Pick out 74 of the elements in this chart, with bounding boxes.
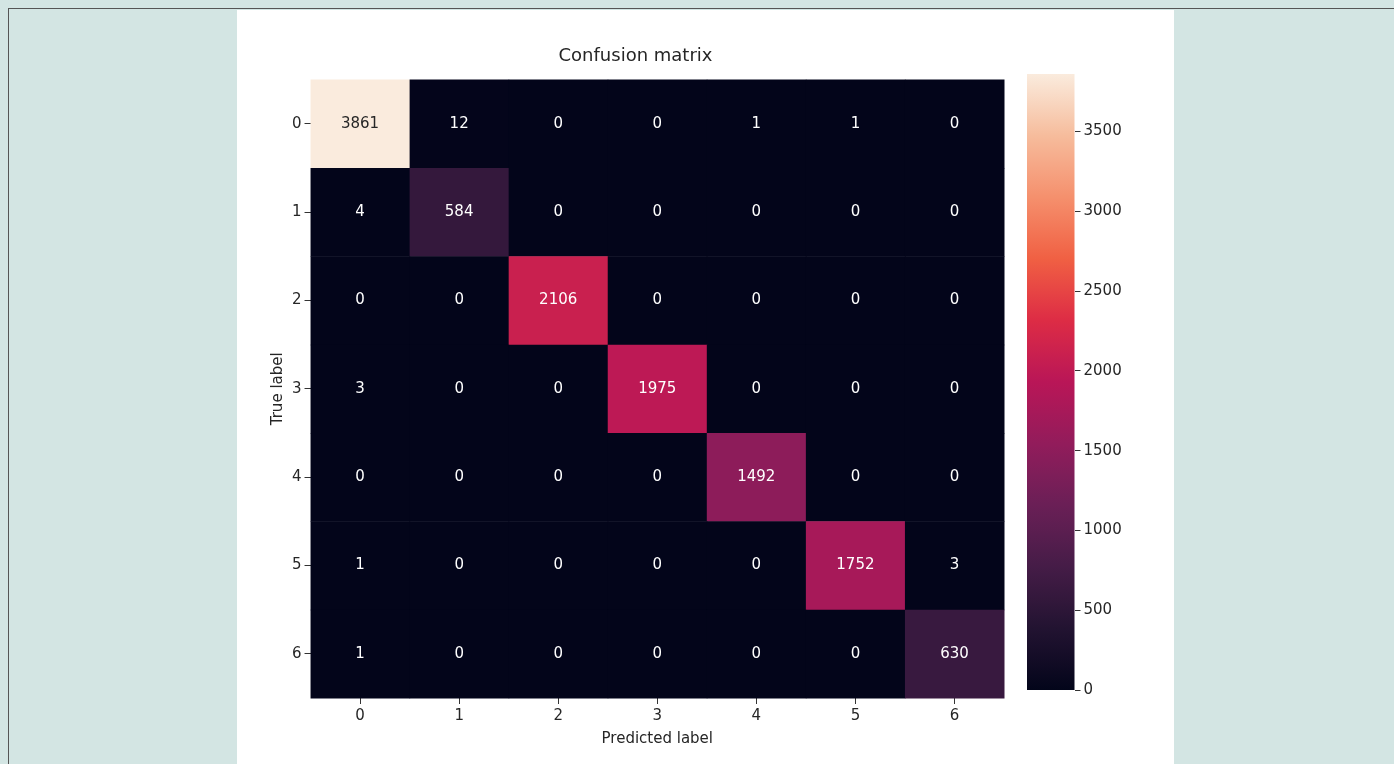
data-label: 0	[850, 290, 861, 309]
y-tick-label: 3	[292, 378, 302, 397]
color-bar-label: 1000	[1083, 520, 1122, 539]
y-tick-label: 1	[292, 202, 302, 220]
data-label: 0	[553, 643, 563, 662]
data-label: 0	[751, 202, 762, 220]
data-label: 0	[355, 467, 365, 486]
data-label: 0	[751, 643, 762, 662]
data-label: 3	[949, 555, 960, 574]
x-tick-label: 4	[751, 705, 762, 724]
x-tick-label: 0	[355, 705, 365, 724]
x-tick-label: 6	[949, 705, 960, 724]
data-label: 0	[553, 202, 563, 220]
data-label: 630	[940, 643, 969, 662]
data-label: 0	[949, 202, 960, 220]
data-label: 0	[850, 467, 861, 486]
data-label: 0	[751, 290, 762, 309]
data-label: 0	[454, 378, 464, 397]
data-label: 1975	[638, 378, 677, 397]
data-label: 1752	[836, 555, 875, 574]
data-label: 0	[751, 378, 762, 397]
data-label: 1492	[737, 467, 776, 486]
color-bar-label: 1500	[1083, 440, 1122, 459]
data-label: 0	[454, 290, 464, 309]
y-axis-title: True label	[267, 352, 286, 427]
data-label: 584	[444, 202, 474, 220]
x-tick-label: 3	[652, 705, 663, 724]
data-label: 0	[454, 467, 464, 486]
x-tick-label: 5	[850, 705, 861, 724]
data-label: 0	[553, 555, 563, 574]
data-label: 0	[652, 113, 663, 132]
data-label: 0	[553, 378, 563, 397]
x-axis-title: Predicted label	[601, 728, 714, 747]
data-label: 0	[652, 643, 663, 662]
y-tick-label: 0	[292, 113, 302, 132]
data-label: 0	[355, 290, 365, 309]
data-label: 0	[454, 643, 464, 662]
color-bar-label: 500	[1083, 600, 1113, 619]
data-label: 0	[949, 113, 960, 132]
color-bar-label: 3500	[1083, 121, 1122, 140]
data-label: 3861	[340, 113, 380, 132]
color-bar-label: 2000	[1083, 360, 1122, 379]
color-bar-label: 2500	[1083, 281, 1122, 300]
data-label: 0	[553, 467, 563, 486]
data-label: 0	[949, 378, 960, 397]
data-label: 2106	[539, 290, 578, 309]
data-label: 0	[652, 555, 663, 574]
data-label: 0	[652, 467, 663, 486]
data-label: 0	[652, 202, 663, 220]
data-label: 12	[449, 113, 469, 132]
data-label: 0	[454, 555, 464, 574]
data-label: 3	[355, 378, 365, 397]
y-tick-label: 6	[292, 643, 302, 662]
chart-title: Confusion matrix	[558, 44, 713, 66]
data-label: 4	[355, 202, 365, 220]
data-label: 1	[751, 113, 762, 132]
data-label: 0	[553, 113, 563, 132]
y-tick-label: 5	[292, 555, 302, 574]
data-label: 0	[850, 643, 861, 662]
data-label: 0	[850, 202, 861, 220]
color-bar-label: 3000	[1083, 201, 1122, 220]
data-label: 1	[850, 113, 861, 132]
x-tick-label: 1	[454, 705, 464, 724]
x-tick-label: 2	[553, 705, 563, 724]
data-label: 0	[652, 290, 663, 309]
y-tick-label: 4	[292, 467, 302, 486]
data-label: 1	[355, 643, 365, 662]
data-label: 1	[355, 555, 365, 574]
data-label: 0	[850, 378, 861, 397]
y-tick-label: 2	[292, 290, 302, 309]
data-label: 0	[949, 290, 960, 309]
data-label: 0	[949, 467, 960, 486]
color-bar-label: 0	[1083, 679, 1094, 698]
data-label: 0	[751, 555, 762, 574]
